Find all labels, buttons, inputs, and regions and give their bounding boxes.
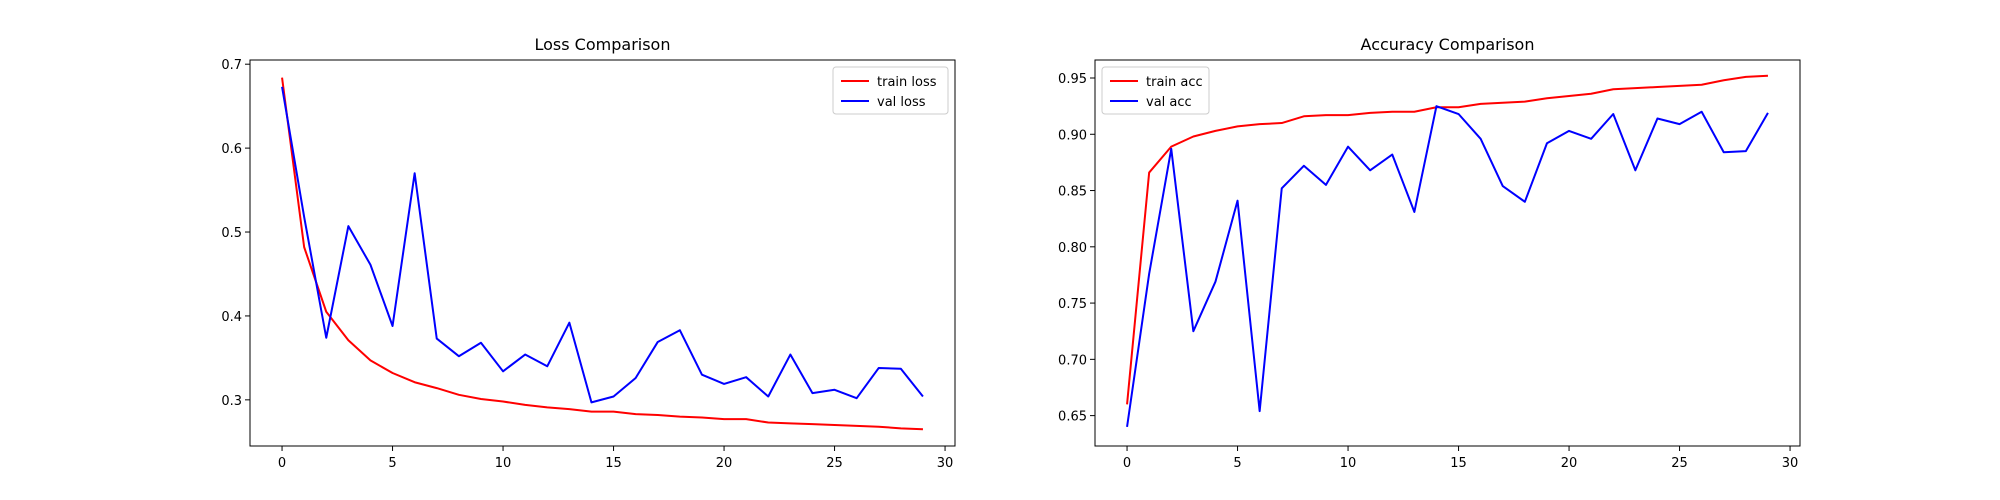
x-tick-label: 20 (1561, 456, 1578, 471)
legend-label: val loss (877, 95, 926, 110)
plot-frame (1094, 59, 1801, 447)
chart-panel-1: Loss Comparison 0 5 10 15 20 25 30 0.3 0.4 0.5 0.6 0… (221, 35, 956, 471)
legend-label: val acc (1146, 95, 1192, 110)
chart-title: Loss Comparison (535, 35, 671, 54)
x-tick-label: 15 (1450, 456, 1467, 471)
y-tick-label: 0.3 (221, 394, 242, 409)
y-tick-label: 0.4 (221, 310, 242, 325)
legend-label: train acc (1146, 75, 1203, 90)
plot-frame (249, 59, 956, 447)
x-tick-label: 5 (388, 456, 396, 471)
x-tick-label: 30 (1782, 456, 1799, 471)
chart-title: Accuracy Comparison (1361, 35, 1535, 54)
y-tick-label: 0.65 (1058, 410, 1087, 425)
x-tick-label: 20 (716, 456, 733, 471)
y-tick-label: 0.80 (1058, 241, 1087, 256)
legend: train loss val loss (832, 66, 949, 115)
y-tick-label: 0.85 (1058, 185, 1087, 200)
y-tick-label: 0.95 (1058, 72, 1087, 87)
x-tick-label: 10 (495, 456, 512, 471)
x-tick-label: 30 (937, 456, 954, 471)
y-tick-label: 0.7 (221, 58, 242, 73)
x-tick-label: 5 (1233, 456, 1241, 471)
y-tick-label: 0.70 (1058, 353, 1087, 368)
legend-box (832, 66, 949, 115)
x-tick-label: 10 (1340, 456, 1357, 471)
x-tick-label: 25 (1671, 456, 1688, 471)
x-tick-label: 25 (826, 456, 843, 471)
y-tick-label: 0.75 (1058, 297, 1087, 312)
y-tick-label: 0.90 (1058, 128, 1087, 143)
x-tick-label: 15 (605, 456, 622, 471)
legend: train acc val acc (1101, 66, 1210, 115)
x-tick-label: 0 (1123, 456, 1131, 471)
legend-box (1101, 66, 1210, 115)
legend-label: train loss (877, 75, 937, 90)
series-line-train-acc (1126, 74, 1769, 405)
y-tick-label: 0.5 (221, 226, 242, 241)
x-tick-label: 0 (278, 456, 286, 471)
series-line-val-loss (281, 86, 924, 404)
series-line-val-acc (1126, 105, 1769, 428)
y-tick-label: 0.6 (221, 142, 242, 157)
chart-panel-2: Accuracy Comparison 0 5 10 15 20 25 30 0.65 0.70 0… (1058, 35, 1801, 471)
series-line-train-loss (281, 77, 923, 431)
